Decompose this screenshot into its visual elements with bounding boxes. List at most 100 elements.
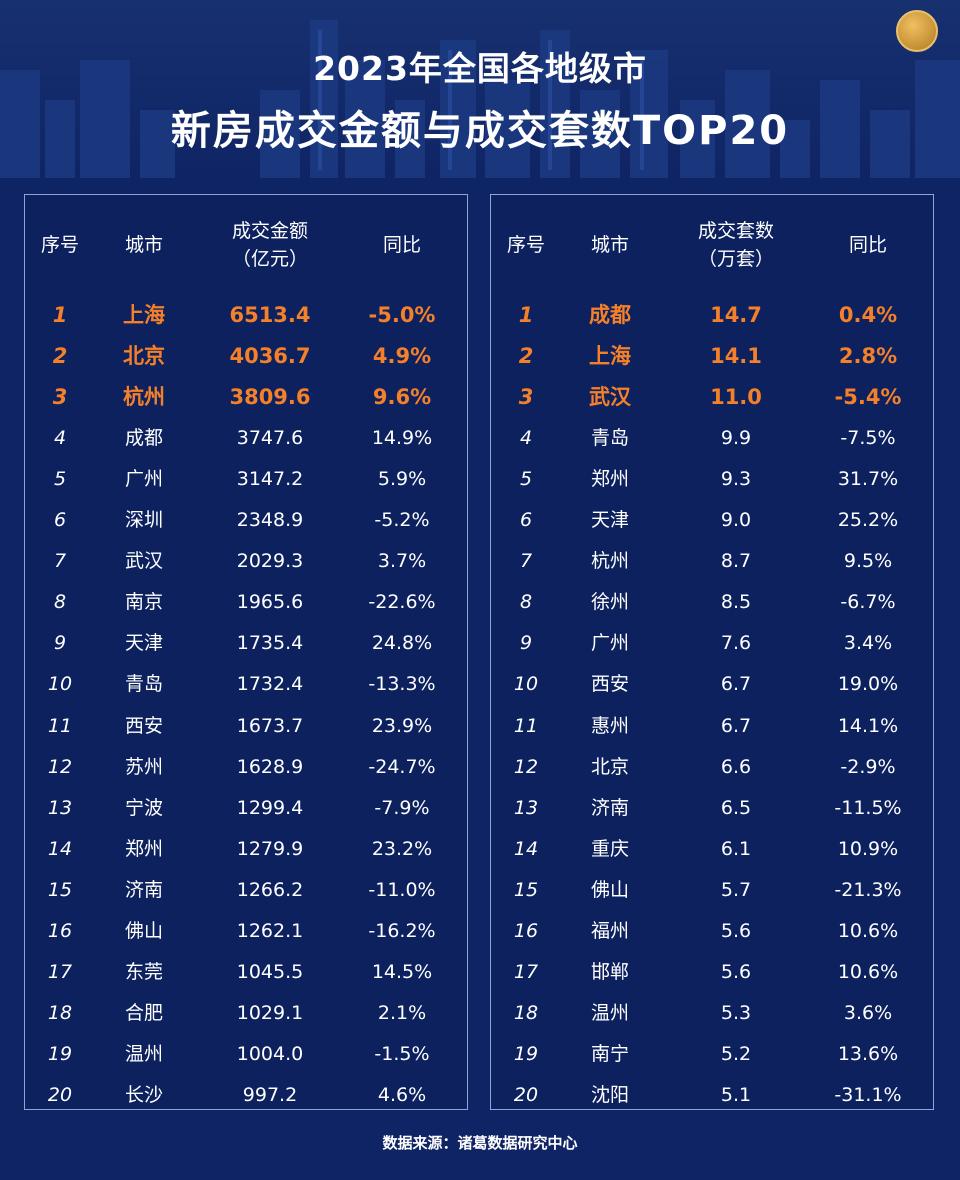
header-amount-unit: （亿元） <box>231 248 308 270</box>
city-cell: 合肥 <box>124 1001 163 1024</box>
yoy-cell: 10.9% <box>837 837 899 860</box>
yoy-cell: 3.6% <box>843 1001 893 1024</box>
yoy-cell: -13.3% <box>368 673 436 696</box>
city-cell: 杭州 <box>123 385 165 410</box>
city-cell: 郑州 <box>124 837 163 860</box>
rank-cell: 13 <box>47 796 73 819</box>
value-cell: 5.7 <box>720 878 752 901</box>
yoy-cell: 14.9% <box>371 427 433 450</box>
city-cell: 徐州 <box>590 591 629 614</box>
value-cell: 2348.9 <box>236 509 304 532</box>
city-cell: 南京 <box>124 591 163 614</box>
value-cell: 1732.4 <box>236 673 304 696</box>
yoy-cell: 2.8% <box>838 344 898 369</box>
value-cell: 6.6 <box>720 755 752 778</box>
header-rank: 序号 <box>506 234 545 256</box>
city-cell: 温州 <box>124 1042 163 1065</box>
title-line-1: 2023年全国各地级市 <box>313 49 647 88</box>
rank-cell: 3 <box>52 385 68 410</box>
city-cell: 郑州 <box>590 468 629 491</box>
rank-cell: 14 <box>513 837 539 860</box>
rank-cell: 2 <box>518 344 534 369</box>
value-cell: 1673.7 <box>236 714 304 737</box>
rank-cell: 3 <box>518 385 534 410</box>
city-cell: 苏州 <box>124 755 163 778</box>
rank-cell: 9 <box>519 632 533 655</box>
yoy-cell: 2.1% <box>377 1001 427 1024</box>
value-cell: 9.3 <box>720 468 752 491</box>
yoy-cell: 4.9% <box>372 344 432 369</box>
title-line-2: 新房成交金额与成交套数TOP20 <box>170 108 790 154</box>
rank-cell: 7 <box>519 550 533 573</box>
rank-cell: 7 <box>53 550 67 573</box>
city-cell: 北京 <box>590 755 629 778</box>
value-cell: 1279.9 <box>236 837 304 860</box>
value-cell: 5.6 <box>720 960 752 983</box>
value-cell: 5.2 <box>720 1042 752 1065</box>
city-cell: 佛山 <box>590 878 629 901</box>
yoy-cell: -16.2% <box>368 919 436 942</box>
city-cell: 北京 <box>123 344 165 369</box>
amount-ranking-table: 序号 城市 成交金额 （亿元） 同比 1 上海 6513.4 -5.0% 2 北京 4036… <box>24 194 468 1110</box>
rank-cell: 15 <box>47 878 73 901</box>
yoy-cell: 24.8% <box>371 632 433 655</box>
city-cell: 佛山 <box>124 919 163 942</box>
value-cell: 1045.5 <box>236 960 304 983</box>
value-cell: 5.3 <box>720 1001 752 1024</box>
city-cell: 惠州 <box>590 714 629 737</box>
yoy-cell: 10.6% <box>837 919 899 942</box>
yoy-cell: 5.9% <box>377 468 427 491</box>
value-cell: 3147.2 <box>236 468 304 491</box>
city-cell: 武汉 <box>589 385 631 410</box>
city-cell: 沈阳 <box>590 1083 629 1106</box>
rank-cell: 19 <box>513 1042 539 1065</box>
city-cell: 济南 <box>124 878 163 901</box>
rank-cell: 8 <box>519 591 533 614</box>
city-cell: 长沙 <box>124 1083 163 1106</box>
yoy-cell: 14.1% <box>837 714 899 737</box>
value-cell: 7.6 <box>720 632 752 655</box>
rank-cell: 11 <box>47 714 73 737</box>
city-cell: 温州 <box>590 1001 629 1024</box>
rank-cell: 18 <box>47 1001 73 1024</box>
yoy-cell: 23.2% <box>371 837 433 860</box>
rank-cell: 1 <box>52 303 68 327</box>
yoy-cell: 4.6% <box>377 1083 427 1106</box>
value-cell: 6.1 <box>720 837 752 860</box>
rank-cell: 12 <box>47 755 73 778</box>
brand-logo-icon <box>896 10 938 52</box>
value-cell: 6.5 <box>720 796 752 819</box>
data-source-note: 数据来源：诸葛数据研究中心 <box>382 1134 578 1152</box>
rank-cell: 16 <box>513 919 539 942</box>
value-cell: 8.5 <box>720 591 752 614</box>
city-cell: 西安 <box>590 673 629 696</box>
city-cell: 青岛 <box>124 673 163 696</box>
rank-cell: 10 <box>47 673 73 696</box>
header-units: 成交套数 <box>697 220 774 242</box>
rank-cell: 16 <box>47 919 73 942</box>
yoy-cell: -5.4% <box>834 385 902 410</box>
yoy-cell: 23.9% <box>371 714 433 737</box>
rank-cell: 18 <box>513 1001 539 1024</box>
city-cell: 西安 <box>124 714 163 737</box>
rank-cell: 6 <box>53 509 67 532</box>
city-cell: 武汉 <box>124 550 163 573</box>
value-cell: 6.7 <box>720 673 752 696</box>
value-cell: 1299.4 <box>236 796 304 819</box>
value-cell: 6.7 <box>720 714 752 737</box>
yoy-cell: 9.6% <box>372 385 432 410</box>
city-cell: 福州 <box>590 919 629 942</box>
rank-cell: 17 <box>47 960 73 983</box>
rank-cell: 1 <box>518 303 534 327</box>
value-cell: 14.1 <box>710 344 762 369</box>
yoy-cell: 3.7% <box>377 550 427 573</box>
rank-cell: 6 <box>519 509 533 532</box>
yoy-cell: 9.5% <box>843 550 893 573</box>
rank-cell: 10 <box>513 673 539 696</box>
value-cell: 3809.6 <box>229 385 311 410</box>
header-amount: 成交金额 <box>231 220 308 242</box>
yoy-cell: 25.2% <box>837 509 899 532</box>
value-cell: 1029.1 <box>236 1001 304 1024</box>
value-cell: 6513.4 <box>229 303 311 327</box>
city-skyline-illustration <box>0 20 960 178</box>
